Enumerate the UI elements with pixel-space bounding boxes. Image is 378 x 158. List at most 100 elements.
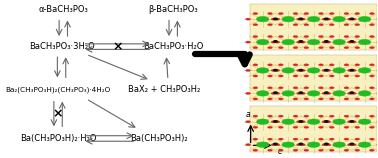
- Circle shape: [304, 47, 309, 49]
- Circle shape: [333, 91, 345, 96]
- Circle shape: [319, 149, 324, 151]
- Circle shape: [282, 16, 294, 22]
- Text: BaCH₃PO₃·3H₂O: BaCH₃PO₃·3H₂O: [29, 42, 94, 51]
- Circle shape: [253, 75, 258, 77]
- Circle shape: [246, 41, 251, 43]
- Circle shape: [253, 138, 258, 140]
- Circle shape: [275, 144, 280, 146]
- Circle shape: [319, 12, 324, 15]
- Circle shape: [333, 68, 345, 73]
- Circle shape: [268, 87, 273, 89]
- Circle shape: [355, 149, 360, 151]
- Circle shape: [377, 69, 378, 72]
- Text: c: c: [277, 147, 282, 156]
- Circle shape: [358, 142, 371, 147]
- Circle shape: [329, 64, 334, 66]
- Circle shape: [268, 115, 273, 117]
- Circle shape: [293, 35, 298, 38]
- Circle shape: [299, 18, 303, 20]
- Circle shape: [344, 98, 349, 100]
- Circle shape: [347, 144, 352, 146]
- Circle shape: [304, 75, 309, 77]
- Circle shape: [246, 18, 251, 20]
- Circle shape: [329, 115, 334, 117]
- Circle shape: [369, 75, 374, 77]
- Circle shape: [296, 92, 301, 94]
- Circle shape: [253, 35, 258, 38]
- Circle shape: [274, 92, 277, 94]
- Circle shape: [253, 64, 258, 66]
- Circle shape: [319, 98, 324, 100]
- Circle shape: [307, 68, 320, 73]
- Circle shape: [268, 24, 273, 26]
- Circle shape: [355, 87, 360, 89]
- Circle shape: [293, 24, 298, 26]
- Circle shape: [282, 142, 294, 147]
- Circle shape: [253, 149, 258, 151]
- Circle shape: [369, 35, 374, 38]
- Circle shape: [296, 144, 301, 146]
- Circle shape: [256, 16, 269, 22]
- Circle shape: [344, 24, 349, 26]
- Circle shape: [344, 149, 349, 151]
- Circle shape: [319, 64, 324, 66]
- Circle shape: [278, 87, 283, 89]
- Circle shape: [253, 87, 258, 89]
- Circle shape: [377, 18, 378, 20]
- Circle shape: [304, 64, 309, 66]
- Circle shape: [304, 87, 309, 89]
- Circle shape: [307, 91, 320, 96]
- Circle shape: [358, 91, 371, 96]
- Circle shape: [275, 121, 280, 123]
- Circle shape: [369, 64, 374, 66]
- Circle shape: [322, 18, 327, 20]
- Text: α-BaCH₃PO₃: α-BaCH₃PO₃: [39, 6, 88, 15]
- FancyBboxPatch shape: [250, 55, 377, 101]
- Circle shape: [301, 92, 305, 94]
- Circle shape: [355, 24, 360, 26]
- Circle shape: [271, 92, 276, 94]
- Circle shape: [369, 138, 374, 140]
- Circle shape: [299, 92, 303, 94]
- Circle shape: [344, 35, 349, 38]
- Circle shape: [246, 69, 251, 72]
- Circle shape: [268, 35, 273, 38]
- Circle shape: [256, 91, 269, 96]
- Text: BaCH₃PO₃·H₂O: BaCH₃PO₃·H₂O: [143, 42, 203, 51]
- Circle shape: [333, 16, 345, 22]
- Circle shape: [282, 68, 294, 73]
- Circle shape: [301, 121, 305, 123]
- Text: BaX₂ + CH₃PO₃H₂: BaX₂ + CH₃PO₃H₂: [129, 85, 201, 94]
- Circle shape: [268, 149, 273, 151]
- Circle shape: [319, 126, 324, 128]
- Circle shape: [344, 126, 349, 128]
- Circle shape: [347, 69, 352, 72]
- Circle shape: [329, 138, 334, 140]
- Circle shape: [369, 47, 374, 49]
- Circle shape: [369, 87, 374, 89]
- Circle shape: [350, 121, 353, 122]
- Circle shape: [369, 149, 374, 151]
- Circle shape: [304, 149, 309, 151]
- Circle shape: [274, 69, 277, 71]
- Circle shape: [271, 18, 276, 20]
- Circle shape: [246, 121, 251, 123]
- Circle shape: [377, 121, 378, 123]
- Circle shape: [322, 41, 327, 43]
- Circle shape: [377, 144, 378, 146]
- Circle shape: [246, 92, 251, 94]
- Circle shape: [350, 69, 353, 71]
- Circle shape: [325, 41, 328, 42]
- Circle shape: [351, 69, 356, 72]
- Circle shape: [344, 138, 349, 140]
- Circle shape: [326, 92, 331, 94]
- Circle shape: [329, 87, 334, 89]
- Circle shape: [369, 12, 374, 15]
- Circle shape: [253, 47, 258, 49]
- Circle shape: [351, 121, 356, 123]
- Circle shape: [355, 47, 360, 49]
- Circle shape: [296, 121, 301, 123]
- Circle shape: [268, 75, 273, 77]
- Circle shape: [326, 18, 331, 20]
- Circle shape: [319, 87, 324, 89]
